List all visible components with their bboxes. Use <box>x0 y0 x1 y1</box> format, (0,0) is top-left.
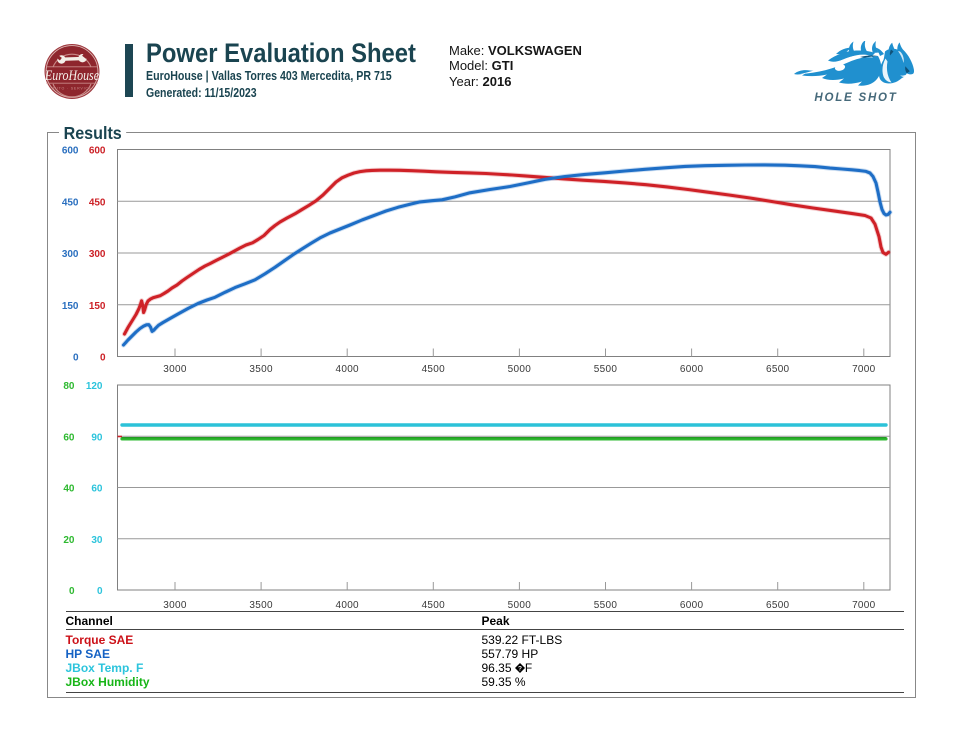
svg-text:3500: 3500 <box>249 364 273 375</box>
svg-text:30: 30 <box>91 535 103 546</box>
svg-text:0: 0 <box>97 586 103 597</box>
svg-text:3500: 3500 <box>249 600 273 611</box>
svg-text:150: 150 <box>89 301 106 312</box>
svg-text:300: 300 <box>89 249 106 260</box>
svg-text:4500: 4500 <box>422 600 446 611</box>
svg-text:6000: 6000 <box>680 600 704 611</box>
svg-text:90: 90 <box>91 432 103 443</box>
svg-text:450: 450 <box>89 197 106 208</box>
svg-text:4000: 4000 <box>335 364 359 375</box>
svg-text:80: 80 <box>63 381 75 392</box>
svg-text:600: 600 <box>62 146 79 157</box>
svg-text:HOLE SHOT: HOLE SHOT <box>814 92 897 104</box>
svg-text:120: 120 <box>86 381 103 392</box>
svg-text:40: 40 <box>63 484 75 495</box>
svg-text:7000: 7000 <box>852 364 876 375</box>
svg-text:60: 60 <box>91 484 103 495</box>
svg-text:150: 150 <box>62 301 79 312</box>
svg-text:6500: 6500 <box>766 600 790 611</box>
svg-text:450: 450 <box>62 197 79 208</box>
svg-text:7000: 7000 <box>852 600 876 611</box>
svg-text:600: 600 <box>89 146 106 157</box>
svg-text:5500: 5500 <box>594 364 618 375</box>
svg-text:?: ? <box>518 665 522 672</box>
svg-text:EuroHouse: EuroHouse <box>44 68 99 84</box>
svg-text:6500: 6500 <box>766 364 790 375</box>
svg-text:4000: 4000 <box>335 600 359 611</box>
svg-text:3000: 3000 <box>163 600 187 611</box>
svg-text:5500: 5500 <box>594 600 618 611</box>
svg-text:60: 60 <box>63 432 75 443</box>
svg-text:20: 20 <box>63 535 75 546</box>
svg-text:3000: 3000 <box>163 364 187 375</box>
svg-text:0: 0 <box>100 353 106 364</box>
svg-text:6000: 6000 <box>680 364 704 375</box>
svg-text:AUTO · SERVICE: AUTO · SERVICE <box>52 87 92 91</box>
svg-text:5000: 5000 <box>508 600 532 611</box>
svg-text:5000: 5000 <box>508 364 532 375</box>
svg-text:4500: 4500 <box>422 364 446 375</box>
svg-text:0: 0 <box>73 353 79 364</box>
svg-text:0: 0 <box>69 586 75 597</box>
svg-text:300: 300 <box>62 249 79 260</box>
